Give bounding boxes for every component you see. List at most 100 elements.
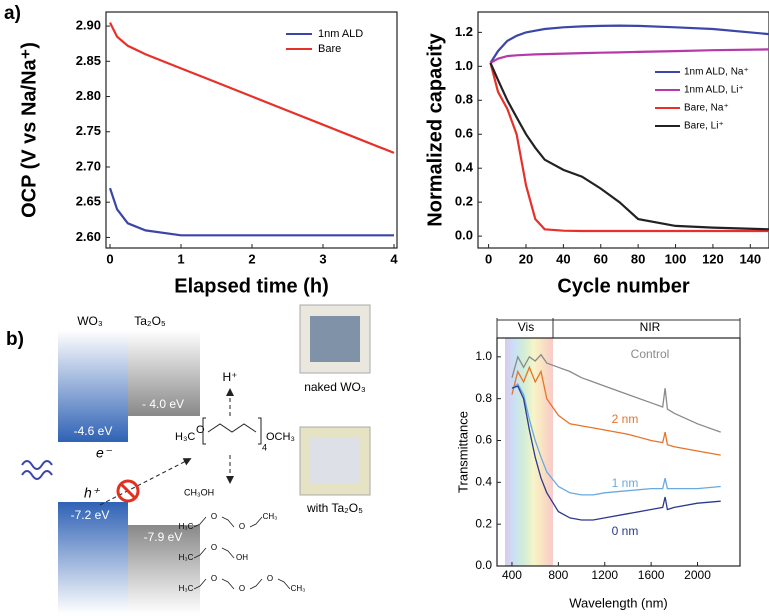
photo-caption: with Ta₂O₅ [306,501,363,515]
atom: CH₃ [291,584,306,593]
series-line [511,385,721,521]
bond [193,578,291,590]
x-tick-label: 4 [390,251,398,266]
x-tick-label: 1 [177,251,184,266]
atom: H₃C [179,584,194,593]
legend-label: Bare, Na⁺ [684,103,729,114]
atom: O [239,584,245,593]
atom: O [239,522,245,531]
series-label: Control [631,347,670,361]
y-tick-label: 0.6 [455,126,473,141]
y-tick-label: 2.65 [76,194,101,209]
x-tick-label: 0 [106,251,113,266]
y-tick-label: 1.0 [475,349,492,363]
atom: OCH₃ [266,431,295,443]
bond [202,417,262,445]
plot-frame [477,11,769,249]
conduction-band [58,330,128,442]
atom: O [211,574,217,583]
atom: H₃C [179,522,194,531]
series-line [489,62,769,231]
energy-level: -7.9 eV [144,530,183,544]
panel-label: b) [6,329,24,350]
x-tick-label: 2 [248,251,255,266]
y-tick-label: 0.0 [475,558,492,572]
y-axis-title: OCP (V vs Na/Na⁺) [18,42,40,218]
bond [193,516,263,528]
series-line [511,353,721,433]
energy-level: -4.6 eV [74,424,113,438]
y-axis-title: Transmittance [455,411,470,493]
bond [193,547,235,559]
x-tick-label: 140 [739,251,761,266]
x-axis-title: Wavelength (nm) [569,595,668,610]
band-diagram: WO₃ Ta₂O₅ -4.6 eV - 4.0 eV -7.2 eV -7.9 … [21,314,295,614]
y-tick-label: 0.8 [475,391,492,405]
proton: H⁺ [223,370,238,384]
y-tick-label: 0.0 [455,228,473,243]
atom: O [211,543,217,552]
series-line [511,365,721,456]
x-tick-label: 0 [485,251,492,266]
y-tick-label: 2.70 [76,158,101,173]
light-icon [21,460,53,480]
energy-level: -7.2 eV [71,508,110,522]
x-axis-title: Elapsed time (h) [174,275,328,297]
x-tick-label: 20 [519,251,533,266]
energy-level: - 4.0 eV [142,397,184,411]
x-tick-label: 80 [631,251,645,266]
atom: H₃C [179,553,194,562]
y-axis-title: Normalized capacity [424,32,446,226]
arrow [99,458,192,506]
y-tick-label: 2.60 [76,229,101,244]
region-label: NIR [640,320,661,334]
x-tick-label: 3 [319,251,326,266]
x-tick-label: 2000 [684,568,711,582]
repeat-count: 4 [262,442,267,452]
y-tick-label: 0.4 [475,475,492,489]
region-label: Vis [518,320,534,334]
electron: e⁻ [96,445,113,461]
series-line [108,187,394,237]
y-tick-label: 1.0 [455,58,473,73]
legend-label: Bare [318,43,341,55]
x-tick-label: 40 [556,251,570,266]
atom: O [196,424,205,436]
atom: CH₃ [263,512,278,521]
x-tick-label: 1200 [591,568,618,582]
x-tick-label: 400 [502,568,522,582]
plot-frame [105,11,398,249]
series-label: 0 nm [612,524,639,538]
atom: O [211,512,217,521]
y-tick-label: 2.80 [76,88,101,103]
legend-label: Bare, Li⁺ [684,121,724,132]
x-axis-title: Cycle number [557,275,689,297]
valence-band [58,502,128,614]
y-tick-label: 0.6 [475,433,492,447]
block-icon [119,482,137,500]
y-tick-label: 0.8 [455,92,473,107]
y-tick-label: 0.4 [455,160,474,175]
series-line [489,62,769,233]
atom: H₃C [175,431,195,443]
visible-band [505,338,553,566]
panel-label: a) [4,3,21,24]
material-label: WO₃ [77,314,103,328]
x-tick-label: 60 [594,251,608,266]
material-label: Ta₂O₅ [134,314,166,328]
y-tick-label: 2.90 [76,18,101,33]
x-tick-label: 800 [548,568,568,582]
y-tick-label: 2.85 [76,53,101,68]
block-icon [116,479,140,503]
legend-label: 1nm ALD [318,28,363,40]
y-tick-label: 0.2 [475,516,492,530]
plot-frame [496,337,741,567]
x-tick-label: 100 [665,251,687,266]
hole: h⁺ [84,485,101,501]
x-tick-label: 1600 [638,568,665,582]
series-label: 1 nm [612,476,639,490]
series-line [511,383,721,496]
y-tick-label: 2.75 [76,123,101,138]
series-line [109,22,395,154]
